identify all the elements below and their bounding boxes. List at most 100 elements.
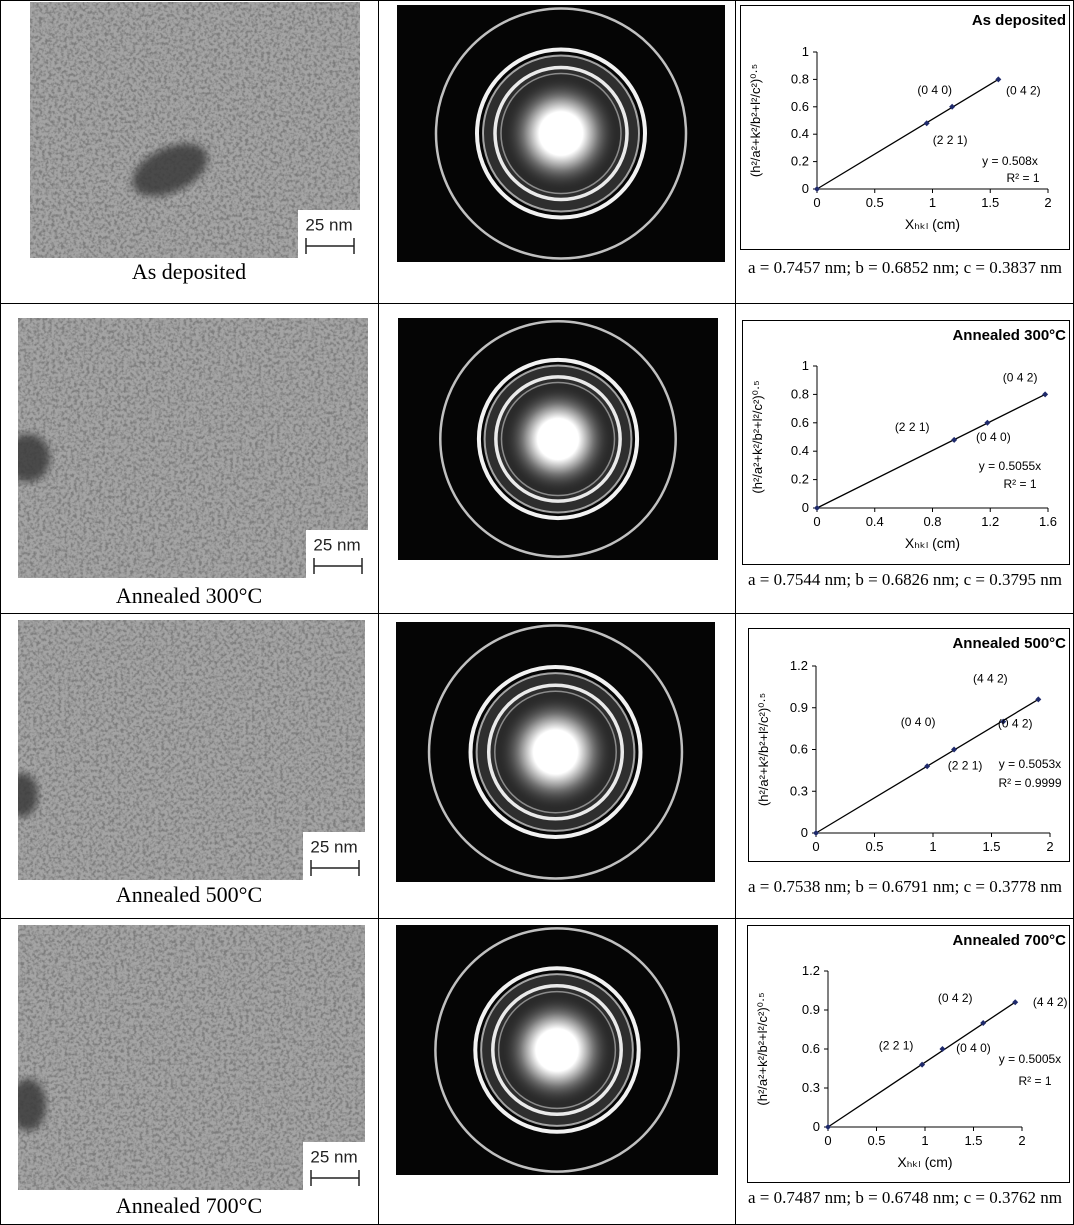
y-tick-label: 1 (802, 358, 809, 373)
y-tick-label: 0 (802, 500, 809, 515)
equation: y = 0.508x (982, 154, 1038, 168)
chart-frame (741, 6, 1070, 250)
x-tick-label: 0 (813, 195, 820, 210)
equation: y = 0.5053x (999, 757, 1061, 771)
x-axis-label: Xₕₖₗ (cm) (897, 1154, 952, 1170)
point-label: (0 4 2) (998, 717, 1033, 731)
x-axis-label: Xₕₖₗ (cm) (905, 535, 960, 551)
micrograph-label: As deposited (19, 260, 359, 284)
y-tick-label: 0.8 (791, 71, 809, 86)
diffraction-pattern (396, 622, 715, 882)
y-tick-label: 0.8 (791, 386, 809, 401)
y-tick-label: 0 (802, 181, 809, 196)
point-label: (2 2 1) (948, 759, 983, 773)
x-axis-label: Xₕₖₗ (cm) (905, 216, 960, 232)
y-tick-label: 0.6 (791, 99, 809, 114)
point-label: (2 2 1) (879, 1039, 914, 1053)
x-tick-label: 0.8 (923, 514, 941, 529)
r-squared: R² = 1 (1003, 477, 1036, 491)
y-axis-label: (h²/a²+k²/b²+l²/c²)⁰·⁵ (755, 992, 770, 1105)
x-tick-label: 0.5 (866, 195, 884, 210)
chart: As deposited 0 0.5 1 1.5 2 0 0.2 0.4 0.6 0.8 1 Xₕₖₗ … (740, 5, 1070, 250)
point-label: (0 4 2) (938, 991, 973, 1005)
y-tick-label: 0.2 (791, 154, 809, 169)
point-label: (4 4 2) (973, 671, 1008, 685)
lattice-parameters: a = 0.7544 nm; b = 0.6826 nm; c = 0.3795… (739, 570, 1071, 589)
micrograph-label: Annealed 300°C (19, 584, 359, 608)
point-label: (0 4 0) (976, 430, 1011, 444)
x-tick-label: 1.6 (1039, 514, 1057, 529)
lattice-parameters: a = 0.7457 nm; b = 0.6852 nm; c = 0.3837… (739, 258, 1071, 277)
x-tick-label: 1.5 (981, 195, 999, 210)
y-tick-label: 1 (802, 44, 809, 59)
chart: Annealed 500°C00.511.5200.30.60.91.2Xₕₖₗ… (748, 628, 1070, 862)
x-tick-label: 0 (812, 839, 819, 854)
y-axis-label: (h²/a²+k²/b²+l²/c²)⁰·⁵ (748, 64, 763, 177)
y-tick-label: 0.9 (802, 1002, 820, 1017)
y-axis-label: (h²/a²+k²/b²+l²/c²)⁰·⁵ (750, 380, 765, 493)
point-label: (0 4 0) (956, 1041, 991, 1055)
figure: 25 nmAs depositedAs deposited00.511.5200… (0, 0, 1074, 1225)
y-tick-label: 0.4 (791, 126, 809, 141)
x-tick-label: 2 (1018, 1133, 1025, 1148)
point-label: (0 4 0) (901, 715, 936, 729)
diffraction-pattern (398, 318, 718, 560)
x-tick-label: 0 (824, 1133, 831, 1148)
central-beam (493, 689, 618, 814)
x-tick-label: 0.5 (867, 1133, 885, 1148)
equation: y = 0.5005x (999, 1052, 1061, 1066)
y-tick-label: 0.6 (790, 742, 808, 757)
diffraction-pattern (397, 5, 725, 262)
y-tick-label: 0.9 (790, 700, 808, 715)
y-tick-label: 0.2 (791, 472, 809, 487)
chart-title: As deposited (972, 12, 1066, 29)
scale-bar-label: 25 nm (310, 1147, 357, 1166)
r-squared: R² = 1 (1006, 171, 1039, 185)
y-tick-label: 0.3 (802, 1080, 820, 1095)
x-tick-label: 1 (929, 839, 936, 854)
point-label: (0 4 2) (1003, 370, 1038, 384)
y-tick-label: 1.2 (802, 963, 820, 978)
x-tick-label: 2 (1044, 195, 1051, 210)
chart: Annealed 300°C00.40.81.21.600.20.40.60.8… (742, 320, 1070, 565)
x-tick-label: 1.5 (964, 1133, 982, 1148)
diffraction-pattern (396, 925, 718, 1175)
chart-title: Annealed 500°C (952, 635, 1066, 652)
x-tick-label: 1 (921, 1133, 928, 1148)
y-tick-label: 1.2 (790, 658, 808, 673)
equation: y = 0.5055x (979, 459, 1041, 473)
y-tick-label: 0.6 (802, 1041, 820, 1056)
lattice-parameters: a = 0.7487 nm; b = 0.6748 nm; c = 0.3762… (739, 1188, 1071, 1207)
y-tick-label: 0.6 (791, 415, 809, 430)
point-label: (0 4 0) (917, 83, 952, 97)
r-squared: R² = 0.9999 (998, 776, 1061, 790)
tem-image: 25 nm (30, 2, 360, 258)
r-squared: R² = 1 (1018, 1074, 1051, 1088)
x-tick-label: 0 (813, 514, 820, 529)
x-tick-label: 1.2 (981, 514, 999, 529)
point-label: (2 2 1) (933, 133, 968, 147)
x-tick-label: 2 (1046, 839, 1053, 854)
scale-bar-label: 25 nm (313, 535, 360, 554)
tem-image: 25 nm (18, 318, 368, 578)
point-label: (2 2 1) (895, 420, 930, 434)
micrograph-label: Annealed 700°C (19, 1194, 359, 1218)
point-label: (0 4 2) (1006, 83, 1041, 97)
y-tick-label: 0.3 (790, 783, 808, 798)
x-tick-label: 0.4 (866, 514, 884, 529)
tem-image: 25 nm (18, 620, 365, 880)
tem-image: 25 nm (18, 925, 365, 1190)
scale-bar-label: 25 nm (305, 215, 352, 234)
y-axis-label: (h²/a²+k²/b²+l²/c²)⁰·⁵ (756, 693, 771, 806)
y-tick-label: 0 (813, 1119, 820, 1134)
micrograph-label: Annealed 500°C (19, 883, 359, 907)
scale-bar-label: 25 nm (310, 837, 357, 856)
point-label: (4 4 2) (1033, 995, 1068, 1009)
y-tick-label: 0.4 (791, 443, 809, 458)
lattice-parameters: a = 0.7538 nm; b = 0.6791 nm; c = 0.3778… (739, 877, 1071, 896)
y-tick-label: 0 (801, 825, 808, 840)
central-beam (500, 381, 617, 498)
x-axis-label: Xₕₖₗ (cm) (905, 860, 960, 862)
x-tick-label: 1 (929, 195, 936, 210)
